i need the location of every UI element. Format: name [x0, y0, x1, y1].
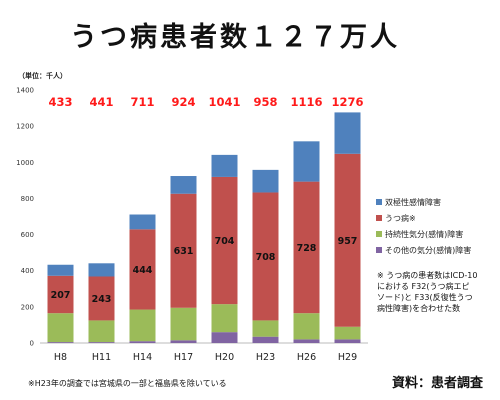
- segment-value-label: 708: [256, 252, 276, 263]
- total-value-label: 1041: [208, 95, 240, 109]
- bar-segment: [129, 229, 156, 310]
- total-value-label: 924: [171, 95, 195, 109]
- definition-note-line: 病性障害)を合わせた数: [377, 303, 460, 313]
- definition-note-line: ※ うつ病の患者数はICD-10: [377, 270, 477, 280]
- bar-segment: [293, 339, 320, 343]
- x-category-label: H23: [256, 352, 275, 363]
- legend-swatch: [376, 199, 382, 205]
- bar-segment: [334, 326, 361, 340]
- x-category-label: H20: [215, 352, 234, 363]
- total-value-label: 441: [89, 95, 113, 109]
- segment-value-label: 207: [51, 290, 71, 301]
- bar-segment: [252, 192, 279, 321]
- y-tick-label: 1000: [16, 159, 34, 167]
- y-tick-label: 1200: [16, 123, 34, 131]
- bar-segment: [47, 342, 74, 343]
- bar-segment: [334, 112, 361, 154]
- y-tick-label: 400: [21, 267, 34, 275]
- segment-value-label: 728: [297, 243, 317, 254]
- x-category-label: H14: [133, 352, 152, 363]
- y-tick-label: 1400: [16, 87, 34, 95]
- legend-label: 持続性気分(感情)障害: [385, 229, 463, 239]
- total-value-label: 958: [253, 95, 277, 109]
- bar-segment: [170, 193, 197, 308]
- source-label: 資料：患者調査: [392, 375, 484, 391]
- y-tick-label: 800: [21, 195, 34, 203]
- bar-segment: [211, 154, 238, 177]
- bar-segment: [252, 336, 279, 343]
- x-category-label: H8: [54, 352, 67, 363]
- chart-title: うつ病患者数１２７万人: [70, 22, 400, 53]
- bar-segment: [47, 313, 74, 343]
- bar-segment: [88, 263, 115, 277]
- bars-layer: [47, 112, 361, 343]
- total-value-label: 433: [48, 95, 72, 109]
- bar-segment: [293, 313, 320, 340]
- segment-value-label: 243: [92, 294, 112, 305]
- bar-segment: [293, 181, 320, 314]
- bar-segment: [170, 307, 197, 341]
- bar-segment: [211, 332, 238, 343]
- labels-layer: 207 H8 433 243 H11 441 444 H14 711 631 H17 924 704 H2…: [48, 95, 363, 363]
- x-category-label: H29: [338, 352, 357, 363]
- bar-segment: [88, 276, 115, 321]
- x-category-label: H17: [174, 352, 193, 363]
- legend-label: 双極性感情障害: [385, 197, 441, 207]
- legend-swatch: [376, 231, 382, 237]
- legend-swatch: [376, 215, 382, 221]
- y-tick-label: 600: [21, 231, 34, 239]
- bar-segment: [293, 141, 320, 182]
- bar-segment: [334, 153, 361, 327]
- bar-segment: [129, 214, 156, 230]
- footnote: ※H23年の調査では宮城県の一部と福島県を除いている: [28, 378, 227, 388]
- bar-segment: [211, 176, 238, 305]
- bar-segment: [88, 342, 115, 343]
- unit-label: （単位：千人）: [18, 71, 67, 80]
- segment-value-label: 631: [174, 246, 194, 257]
- total-value-label: 1276: [331, 95, 363, 109]
- bar-segment: [170, 176, 197, 194]
- definition-note-line: における F32(うつ病エピ: [377, 281, 469, 291]
- bar-segment: [88, 320, 115, 343]
- legend-swatch: [376, 247, 382, 253]
- y-tick-label: 0: [30, 340, 34, 348]
- bar-segment: [252, 169, 279, 193]
- segment-value-label: 444: [133, 265, 153, 276]
- bar-segment: [129, 341, 156, 343]
- bar-segment: [47, 275, 74, 314]
- bar-segment: [47, 264, 74, 276]
- bar-segment: [129, 309, 156, 342]
- bar-segment: [170, 340, 197, 343]
- y-tick-label: 200: [21, 303, 34, 311]
- x-category-label: H26: [297, 352, 316, 363]
- bar-segment: [252, 320, 279, 337]
- bar-segment: [334, 339, 361, 343]
- segment-value-label: 957: [338, 236, 358, 247]
- definition-note-line: ソード)と F33(反復性うつ: [377, 292, 473, 302]
- segment-value-label: 704: [215, 236, 235, 247]
- bar-segment: [211, 304, 238, 333]
- legend-label: その他の気分(感情)障害: [385, 245, 471, 255]
- total-value-label: 711: [130, 95, 154, 109]
- legend-label: うつ病※: [385, 213, 416, 223]
- x-category-label: H11: [92, 352, 111, 363]
- total-value-label: 1116: [290, 95, 322, 109]
